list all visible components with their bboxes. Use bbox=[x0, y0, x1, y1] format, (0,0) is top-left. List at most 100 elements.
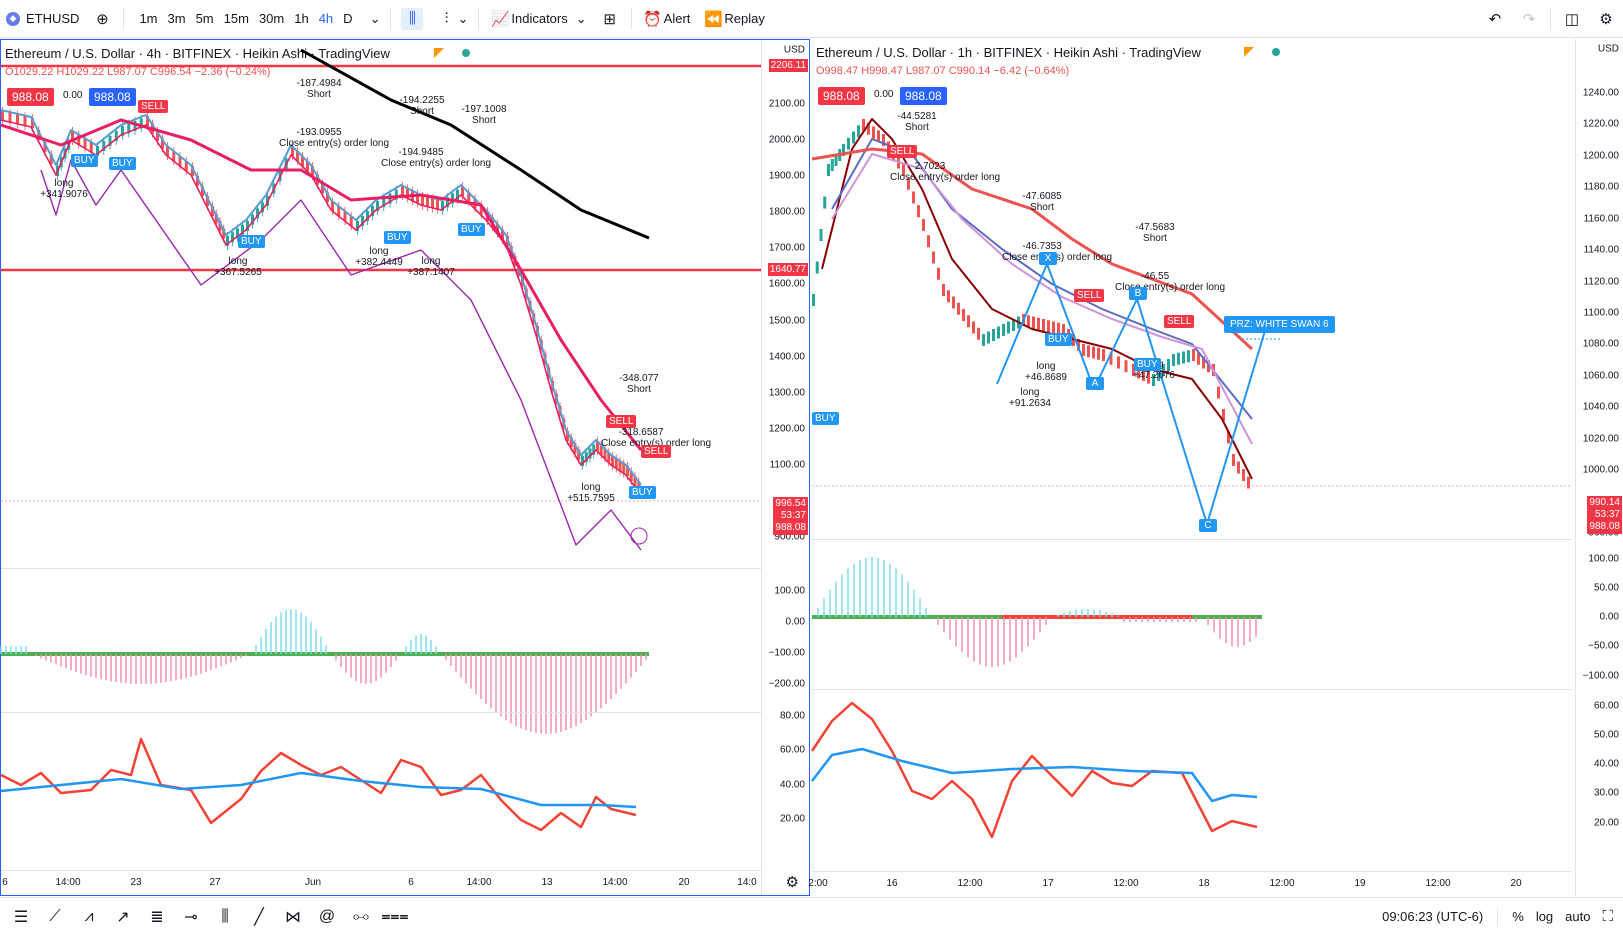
interval-D[interactable]: D bbox=[343, 11, 353, 26]
candle bbox=[912, 191, 915, 204]
currency-label[interactable]: USD bbox=[783, 44, 805, 56]
trade-annotation: -44.5281 Short bbox=[897, 111, 937, 133]
alert-button[interactable]: ⏰ Alert bbox=[636, 0, 697, 38]
measure-tool-icon[interactable]: ⧟ bbox=[352, 907, 369, 925]
sell-price-button[interactable]: 988.08 bbox=[818, 87, 865, 105]
flag-icon[interactable] bbox=[434, 48, 444, 58]
symbol-search[interactable]: ◆ ETHUSD bbox=[0, 0, 85, 38]
undo-button[interactable]: ↶ bbox=[1478, 0, 1512, 38]
last-price-2: 988.08 bbox=[775, 522, 806, 533]
log-toggle[interactable]: log bbox=[1535, 909, 1554, 924]
time-tick: 18 bbox=[1198, 878, 1210, 889]
price-tick: 1600.00 bbox=[768, 278, 805, 290]
buy-price-button[interactable]: 988.08 bbox=[89, 88, 136, 106]
currency-label[interactable]: USD bbox=[1597, 43, 1619, 55]
candles-button[interactable]: ⫼ bbox=[395, 0, 429, 38]
gear-icon[interactable]: ⚙ bbox=[785, 874, 799, 891]
trade-annotation: -187.4984 Short bbox=[296, 78, 342, 100]
right-chart-pane[interactable]: Ethereum / U.S. Dollar · 1h · BITFINEX ·… bbox=[808, 39, 1623, 896]
candle bbox=[1109, 352, 1113, 365]
interval-1h[interactable]: 1h bbox=[294, 11, 309, 26]
price-tick: 2000.00 bbox=[768, 134, 805, 146]
settings-button[interactable]: ⚙ bbox=[1589, 0, 1623, 38]
candle bbox=[992, 329, 995, 341]
fib-tool-icon[interactable]: ⩘ bbox=[84, 907, 94, 925]
indicators-button[interactable]: 📈 Indicators ⌄ bbox=[483, 0, 592, 38]
trade-annotation: -47.5683 Short bbox=[1135, 222, 1175, 244]
candle bbox=[972, 321, 975, 334]
time-tick: 20 bbox=[678, 877, 690, 888]
interval-15m[interactable]: 15m bbox=[223, 11, 249, 26]
time-tick: Jun bbox=[304, 877, 322, 888]
rsi-fast bbox=[0, 737, 637, 832]
candle bbox=[947, 290, 950, 303]
cursor-tool-icon[interactable]: ☰ bbox=[13, 908, 29, 926]
candle bbox=[1237, 461, 1240, 474]
auto-toggle[interactable]: auto bbox=[1565, 909, 1591, 924]
candle bbox=[1157, 369, 1160, 381]
compare-button[interactable]: ⊕ bbox=[85, 0, 119, 38]
replay-button[interactable]: ⏪ Replay bbox=[696, 0, 770, 38]
sell-price-button[interactable]: 988.08 bbox=[7, 88, 54, 106]
osc-tick: −50.00 bbox=[1588, 640, 1619, 652]
price-tick: 1300.00 bbox=[768, 387, 805, 399]
time-tick: 23 bbox=[130, 877, 142, 888]
time-tick: 14:00 bbox=[602, 877, 628, 888]
chevron-down-icon: ⌄ bbox=[369, 10, 381, 26]
plus-circle-icon: ⊕ bbox=[96, 10, 109, 28]
candle bbox=[882, 134, 885, 146]
divider bbox=[630, 7, 632, 30]
osc-tick: −100.00 bbox=[768, 647, 805, 659]
line-tool-icon[interactable]: ╱ bbox=[254, 908, 264, 926]
spread-label: 0.00 bbox=[874, 89, 894, 100]
time-axis[interactable]: 2:00 16 12:00 17 12:00 18 12:00 19 12:00 20 bbox=[808, 871, 1572, 896]
rsi-tick: 50.00 bbox=[1593, 729, 1619, 741]
rsi-tick: 20.00 bbox=[779, 813, 805, 825]
trade-annotation: long +387.1407 bbox=[407, 256, 455, 278]
interval-3m[interactable]: 3m bbox=[167, 11, 186, 26]
panel-toggle-button[interactable]: ◫ bbox=[1555, 0, 1589, 38]
buy-signal: BUY bbox=[109, 157, 136, 170]
interval-1m[interactable]: 1m bbox=[139, 11, 158, 26]
layout-button[interactable]: ⊞ bbox=[593, 0, 627, 38]
buy-price-button[interactable]: 988.08 bbox=[900, 87, 947, 105]
alarm-clock-icon: ⏰ bbox=[643, 10, 662, 28]
time-axis[interactable]: 6 14:00 23 27 Jun 6 14:00 13 14:00 20 14:0 bbox=[1, 870, 761, 895]
interval-30m[interactable]: 30m bbox=[258, 11, 285, 26]
candle bbox=[922, 219, 925, 231]
pattern-point-C: C bbox=[1199, 519, 1217, 532]
pattern-point-B: B bbox=[1129, 287, 1147, 300]
candle bbox=[1222, 409, 1225, 421]
interval-dropdown[interactable]: ⌄ bbox=[364, 0, 387, 38]
prz-label[interactable]: PRZ: WHITE SWAN 6 bbox=[1224, 316, 1335, 333]
hline-top-label: 2206.11 bbox=[768, 59, 808, 72]
candle bbox=[1052, 321, 1055, 334]
pattern-tool-icon[interactable]: ⋈ bbox=[285, 908, 301, 926]
flag-icon[interactable] bbox=[1244, 47, 1254, 57]
bar-style-button[interactable]: ⫶ ⌄ bbox=[429, 0, 474, 38]
trend-tool-icon[interactable]: ⟋ bbox=[49, 907, 61, 925]
candle bbox=[1202, 356, 1205, 369]
fullscreen-icon[interactable]: ⛶ bbox=[1602, 908, 1613, 925]
hline-tool-icon[interactable]: ⊸ bbox=[184, 908, 198, 926]
rsi-tick: 60.00 bbox=[1593, 700, 1619, 712]
candle bbox=[827, 164, 830, 176]
price-axis[interactable]: USD 2100.00 2000.00 1900.00 1800.00 1700.00 1… bbox=[761, 40, 809, 895]
redo-button[interactable]: ↷ bbox=[1512, 0, 1546, 38]
last-price: 990.14 bbox=[1589, 497, 1620, 508]
clock-label[interactable]: 09:06:23 (UTC-6) bbox=[1382, 909, 1484, 924]
interval-5m[interactable]: 5m bbox=[195, 11, 214, 26]
channel-tool-icon[interactable]: ≣ bbox=[150, 908, 164, 926]
buy-signal: BUY bbox=[1045, 333, 1072, 346]
ray-tool-icon[interactable]: ↗ bbox=[116, 908, 130, 926]
settings-tool-icon[interactable]: ⩶ bbox=[381, 907, 409, 925]
candle bbox=[819, 229, 823, 241]
gann-tool-icon[interactable]: ⫼ bbox=[221, 907, 229, 925]
trade-annotation: -194.2255 Short bbox=[399, 95, 445, 117]
price-axis[interactable]: USD 1240.00 1220.00 1200.00 1180.00 1160.00 1… bbox=[1575, 39, 1623, 896]
interval-4h[interactable]: 4h bbox=[318, 11, 334, 26]
percent-toggle[interactable]: % bbox=[1512, 909, 1524, 924]
left-chart-pane[interactable]: Ethereum / U.S. Dollar · 4h · BITFINEX ·… bbox=[0, 39, 810, 896]
spiral-tool-icon[interactable]: @ bbox=[318, 907, 336, 925]
candle bbox=[937, 267, 940, 280]
